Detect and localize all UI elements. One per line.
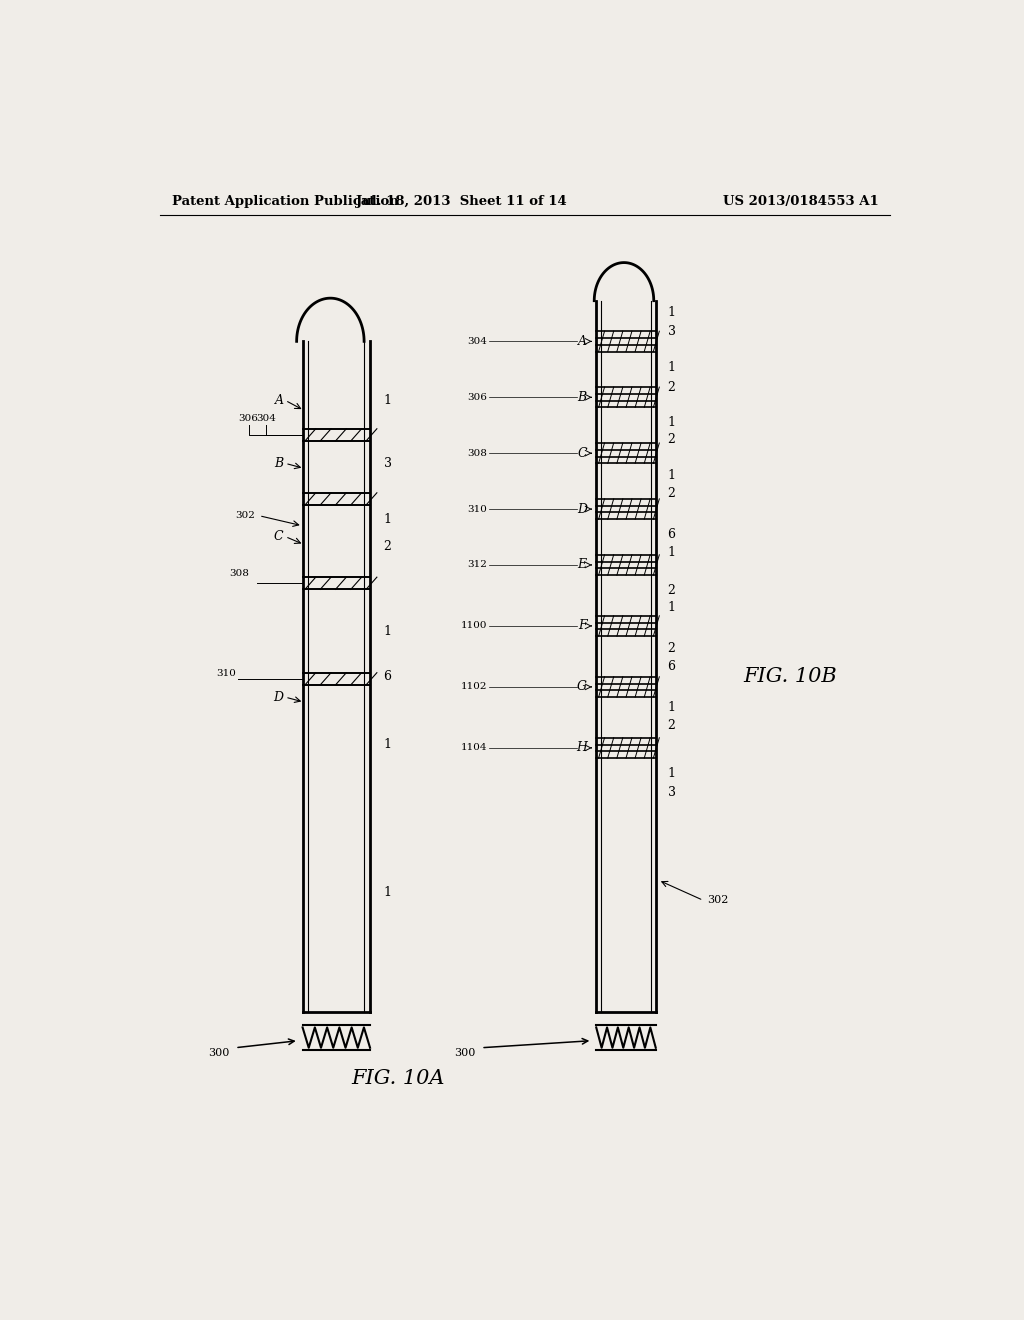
Text: C: C — [274, 531, 284, 543]
Text: 3: 3 — [668, 787, 676, 799]
Text: 1100: 1100 — [461, 622, 487, 631]
Text: 1: 1 — [668, 767, 676, 780]
Text: 304: 304 — [256, 413, 276, 422]
Text: FIG. 10A: FIG. 10A — [351, 1069, 444, 1088]
Text: 310: 310 — [216, 669, 236, 678]
Text: 1102: 1102 — [461, 682, 487, 692]
Text: H: H — [575, 742, 587, 755]
Text: US 2013/0184553 A1: US 2013/0184553 A1 — [723, 194, 879, 207]
Text: 2: 2 — [668, 380, 676, 393]
Text: G: G — [577, 680, 587, 693]
Text: D: D — [577, 503, 587, 516]
Text: 3: 3 — [384, 457, 391, 470]
Text: 2: 2 — [384, 540, 391, 553]
Text: 1: 1 — [668, 469, 676, 482]
Text: 308: 308 — [229, 569, 249, 578]
Text: 1: 1 — [668, 701, 676, 714]
Text: 6: 6 — [668, 528, 676, 541]
Text: B: B — [274, 457, 284, 470]
Text: 306: 306 — [468, 393, 487, 401]
Text: 1: 1 — [668, 306, 676, 319]
Text: 312: 312 — [468, 561, 487, 569]
Text: A: A — [578, 335, 587, 348]
Text: 1: 1 — [668, 546, 676, 560]
Text: 2: 2 — [668, 583, 676, 597]
Text: 306: 306 — [239, 413, 259, 422]
Text: 1: 1 — [668, 362, 676, 375]
Text: 2: 2 — [668, 487, 676, 500]
Text: Patent Application Publication: Patent Application Publication — [172, 194, 398, 207]
Text: 300: 300 — [455, 1048, 476, 1057]
Text: 6: 6 — [668, 660, 676, 673]
Text: B: B — [578, 391, 587, 404]
Text: 308: 308 — [468, 449, 487, 458]
Text: 1: 1 — [668, 601, 676, 614]
Text: Jul. 18, 2013  Sheet 11 of 14: Jul. 18, 2013 Sheet 11 of 14 — [356, 194, 566, 207]
Text: 1: 1 — [384, 512, 391, 525]
Text: 2: 2 — [668, 433, 676, 446]
Text: 2: 2 — [668, 719, 676, 733]
Text: 1: 1 — [384, 738, 391, 751]
Text: 300: 300 — [209, 1048, 230, 1057]
Text: 1: 1 — [384, 886, 391, 899]
Text: 1: 1 — [384, 393, 391, 407]
Text: A: A — [274, 393, 284, 407]
Text: 6: 6 — [384, 671, 391, 684]
Text: F: F — [579, 619, 587, 632]
Text: 304: 304 — [468, 337, 487, 346]
Text: 2: 2 — [668, 642, 676, 655]
Text: 1: 1 — [668, 416, 676, 429]
Text: 310: 310 — [468, 504, 487, 513]
Text: 1104: 1104 — [461, 743, 487, 752]
Text: 302: 302 — [236, 511, 255, 520]
Text: C: C — [578, 446, 587, 459]
Text: D: D — [273, 690, 284, 704]
Text: 302: 302 — [708, 895, 729, 906]
Text: 1: 1 — [384, 624, 391, 638]
Text: FIG. 10B: FIG. 10B — [743, 668, 838, 686]
Text: E: E — [578, 558, 587, 572]
Text: 3: 3 — [668, 325, 676, 338]
